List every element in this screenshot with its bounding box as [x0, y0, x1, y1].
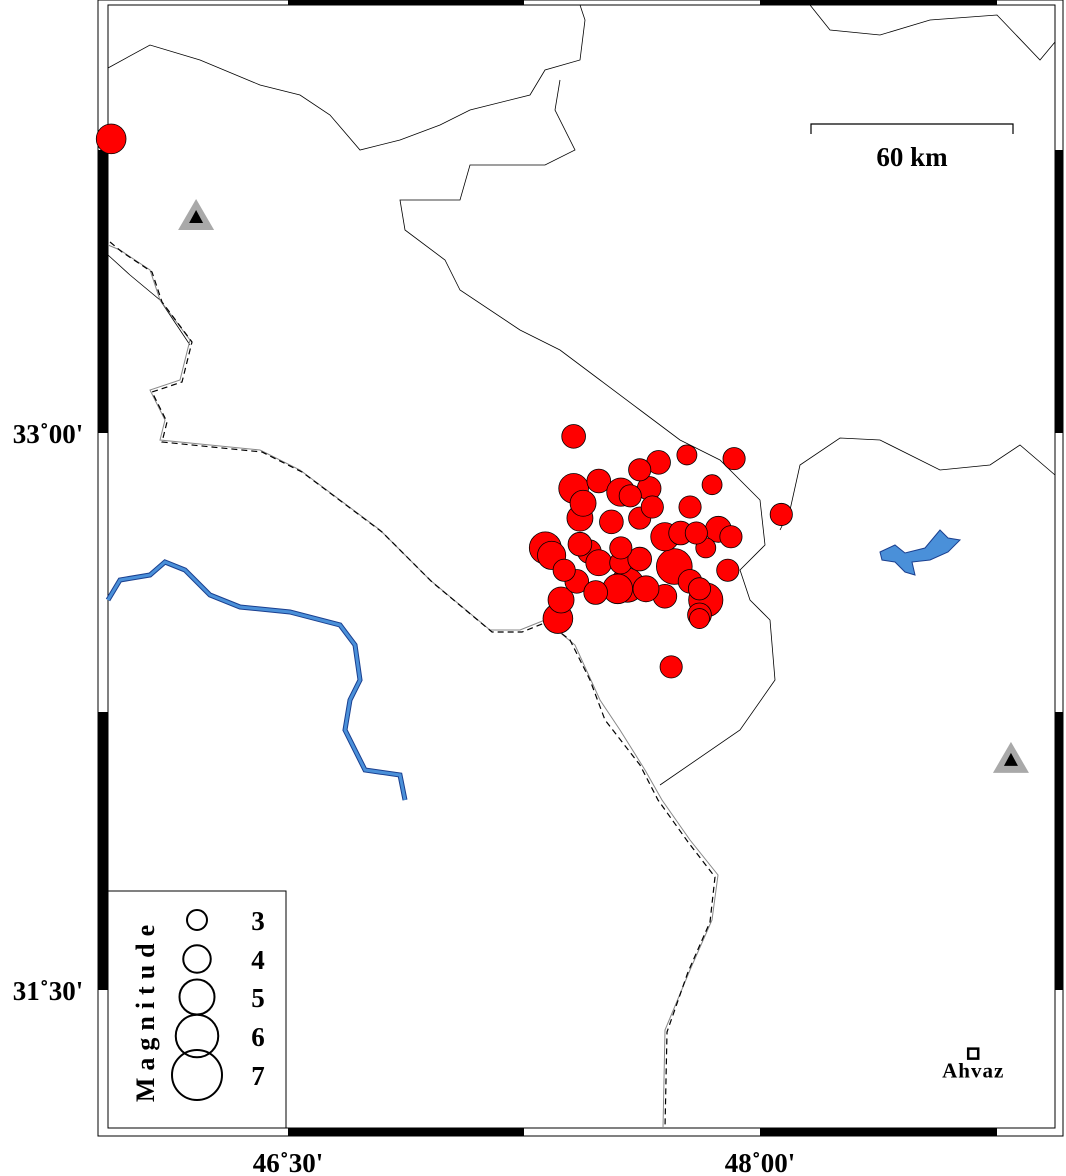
earthquake-event	[627, 546, 652, 572]
earthquake-event	[722, 447, 746, 471]
earthquake-event	[640, 495, 664, 519]
international-border	[107, 241, 719, 1129]
magnitude-legend: Magnitude 3 4 5 6 7	[107, 890, 287, 1129]
legend-label: 3	[251, 906, 265, 936]
earthquake-event	[769, 502, 793, 526]
city-label: Ahvaz	[942, 1059, 1004, 1083]
earthquake-event	[716, 558, 740, 582]
earthquake-event	[719, 525, 743, 549]
seismic-stations	[178, 198, 1029, 773]
earthquake-event	[628, 458, 652, 482]
legend-label: 6	[251, 1022, 265, 1052]
earthquake-event	[684, 521, 708, 545]
legend-label: 4	[251, 945, 265, 975]
legend-circle	[174, 1013, 220, 1059]
earthquake-event	[632, 575, 660, 603]
earthquake-event	[567, 531, 593, 557]
earthquake-event	[659, 655, 683, 679]
earthquake-event	[95, 123, 127, 155]
province-boundaries	[107, 4, 1056, 786]
earthquake-event	[701, 474, 723, 496]
earthquake-event	[547, 586, 575, 614]
map-frame-inner	[107, 4, 1056, 1129]
earthquake-event	[561, 424, 586, 449]
lat-tick-label: 31˚30'	[13, 976, 84, 1006]
earthquake-event	[687, 577, 712, 601]
map-frame-outer	[97, 0, 1064, 1137]
legend-label: 5	[251, 983, 265, 1013]
earthquake-event	[569, 489, 597, 517]
earthquake-event	[676, 444, 698, 466]
legend-circle	[186, 909, 208, 931]
earthquake-event	[583, 580, 608, 605]
water-bodies	[105, 529, 962, 801]
legend-label: 7	[251, 1061, 265, 1091]
lake	[879, 529, 962, 576]
lat-tick-label: 33˚00'	[13, 419, 84, 449]
legend-circle	[171, 1049, 223, 1101]
city-marker-icon	[966, 1047, 980, 1060]
earthquake-event	[585, 549, 613, 577]
frame-ticks	[98, 0, 1063, 1136]
legend-title: Magnitude	[131, 918, 160, 1102]
earthquake-event	[599, 509, 624, 535]
scale-bar: 60 km	[810, 123, 1014, 172]
earthquake-event	[552, 558, 576, 582]
lon-tick-label: 48˚00'	[725, 1148, 796, 1176]
earthquake-events	[95, 123, 793, 679]
earthquake-event	[609, 536, 633, 560]
earthquake-event	[586, 468, 612, 494]
station-marker-icon	[1003, 752, 1018, 766]
earthquake-event	[618, 484, 642, 508]
earthquake-event	[689, 608, 710, 629]
river-fill	[106, 560, 407, 801]
legend-circle	[182, 944, 212, 974]
station-marker-icon	[189, 209, 204, 223]
earthquake-event	[678, 495, 702, 519]
scale-bar-label: 60 km	[876, 142, 948, 172]
lon-tick-label: 46˚30'	[253, 1148, 324, 1176]
cities: Ahvaz	[942, 1047, 1004, 1083]
